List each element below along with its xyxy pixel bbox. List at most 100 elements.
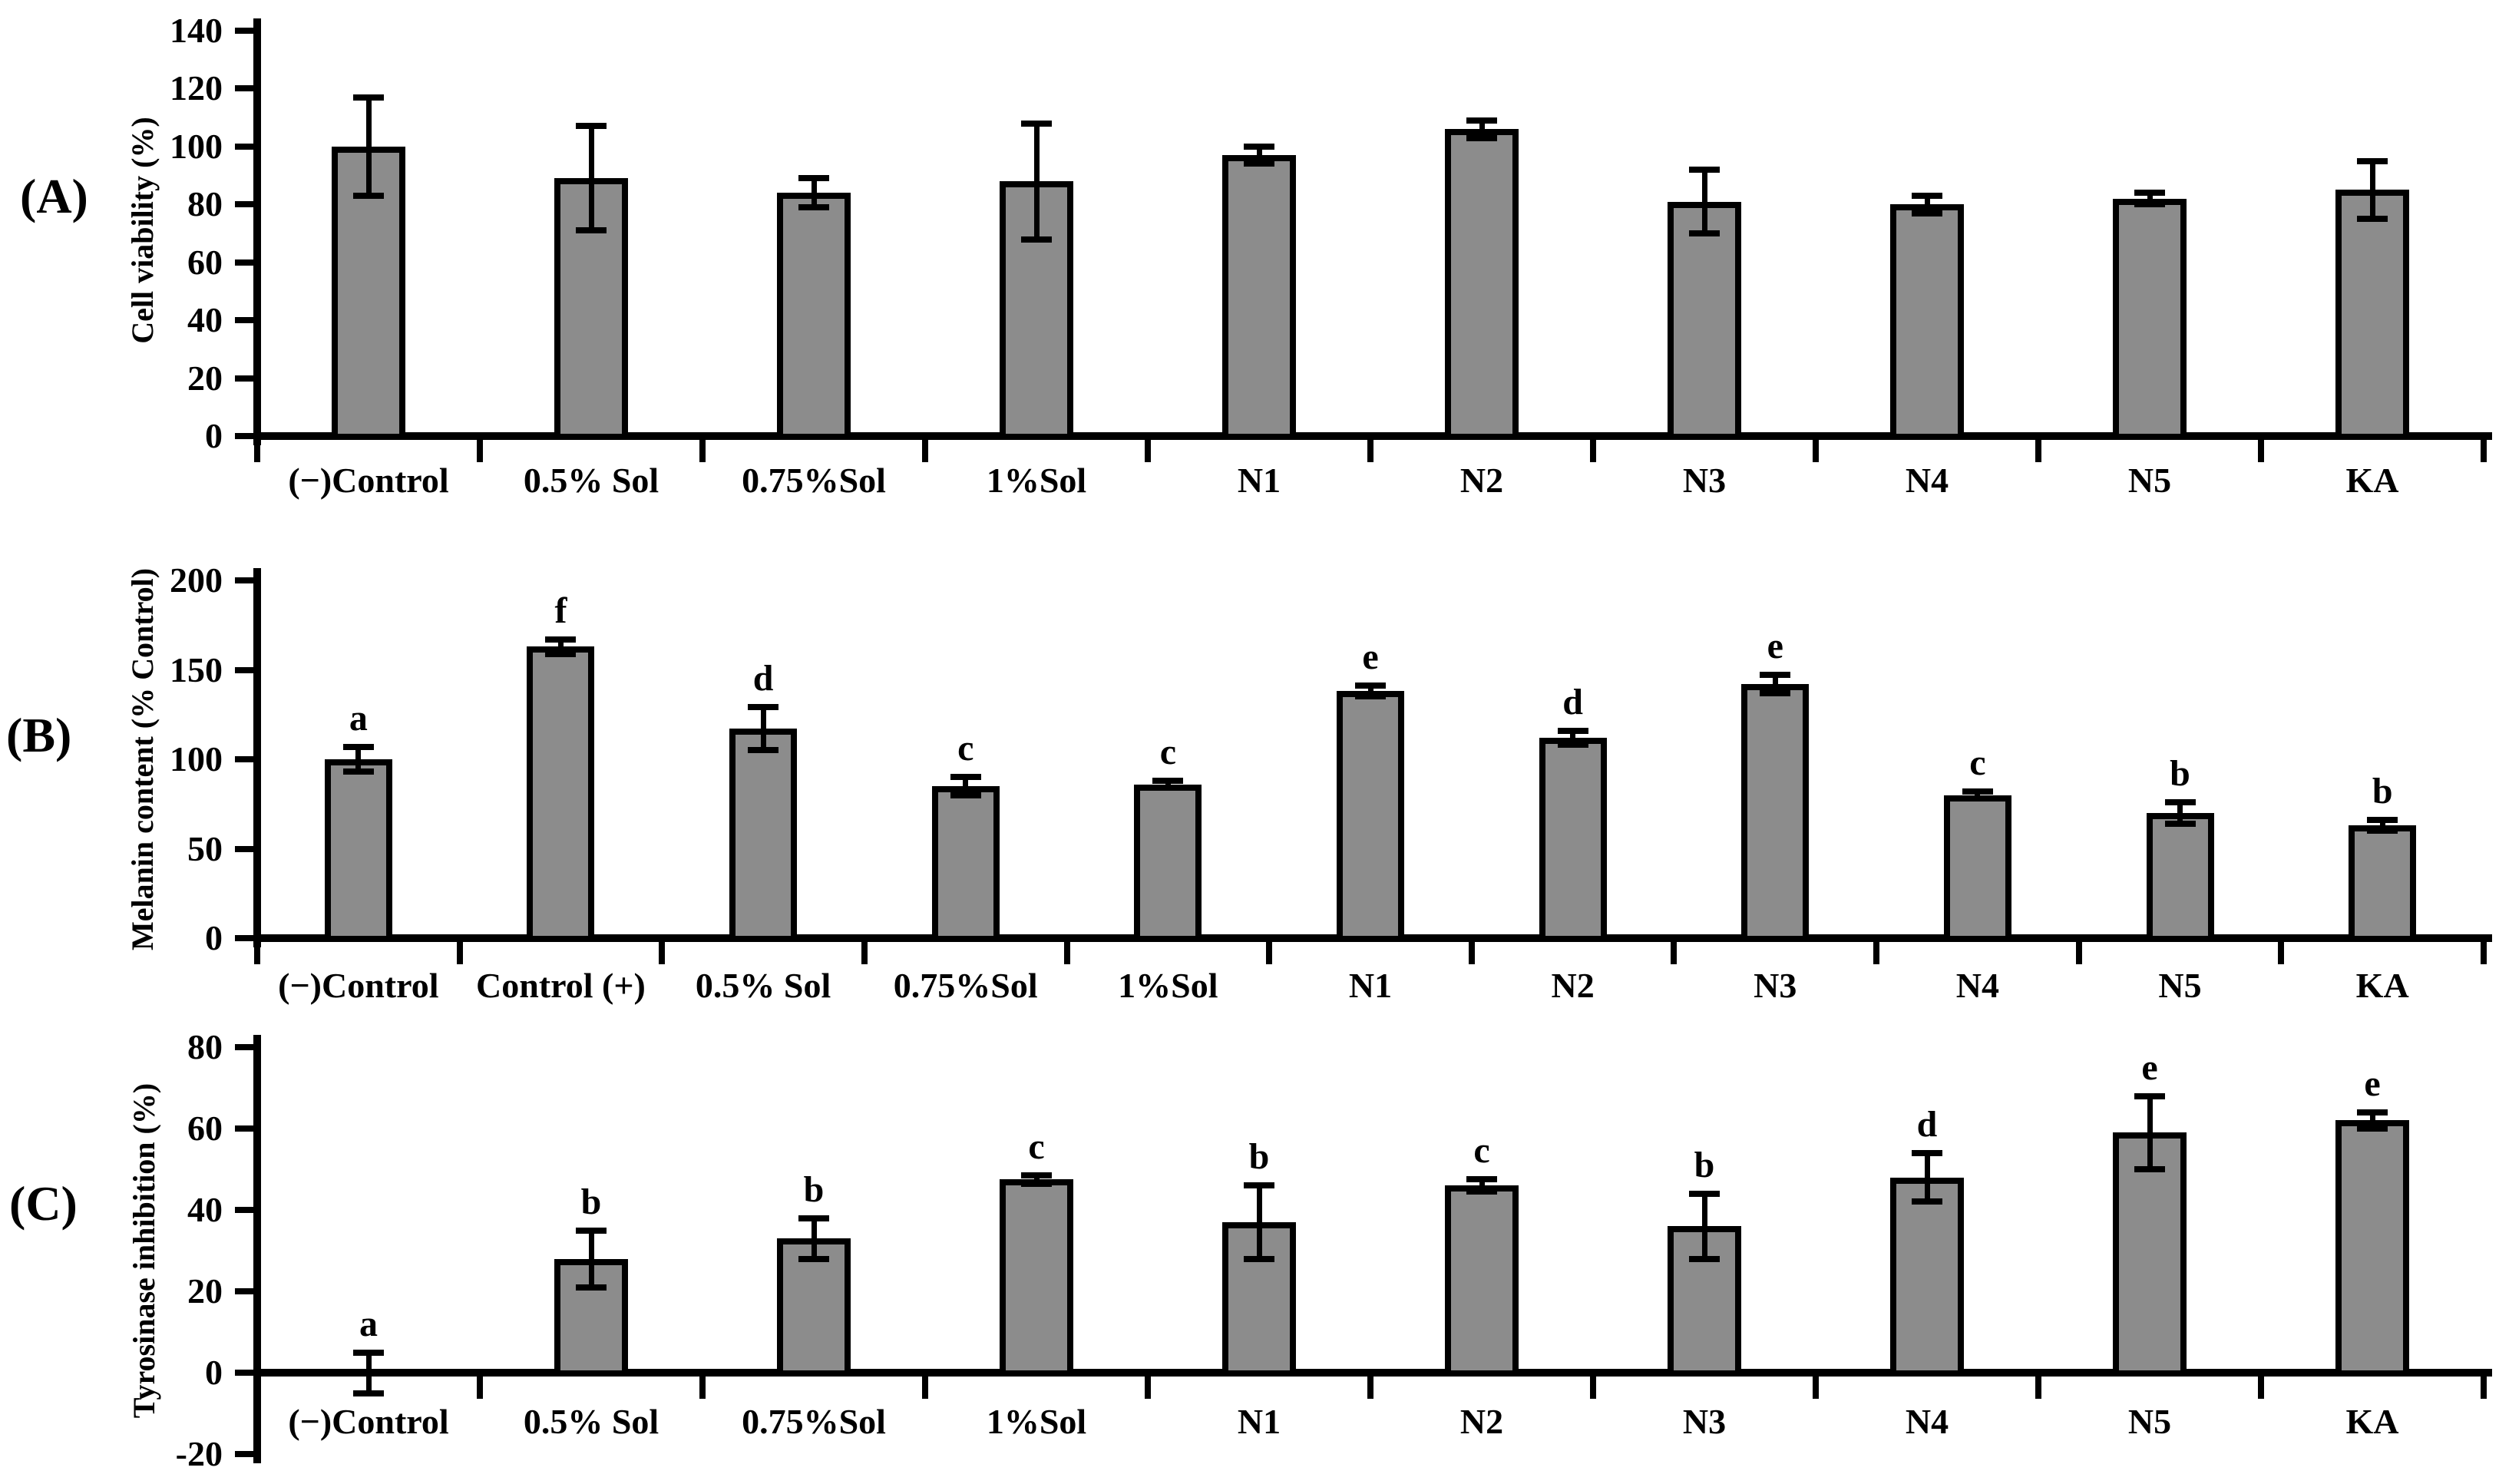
panel-C-y-tick-label: 60 — [187, 1109, 223, 1148]
panel-B-error-cap-bottom — [2164, 820, 2196, 827]
panel-C-error-bar — [365, 1352, 372, 1393]
panel-B-bar-8 — [1741, 684, 1810, 942]
panel-B-bar-9 — [1943, 795, 2011, 942]
panel-B-error-bar — [963, 777, 969, 795]
panel-C-y-tick-label: -20 — [175, 1434, 223, 1473]
panel-C-y-tick-label: 80 — [187, 1027, 223, 1066]
panel-A-y-tick — [235, 375, 253, 382]
panel-C-bar-10 — [2335, 1120, 2409, 1377]
panel-B-significance-letter: e — [1767, 626, 1783, 667]
panel-A-y-tick — [235, 85, 253, 92]
panel-C-category-label: 1%Sol — [986, 1402, 1087, 1441]
panel-B-x-tick — [2075, 938, 2082, 964]
panel-B-y-tick — [235, 577, 253, 583]
panel-B-error-bar — [1772, 675, 1778, 693]
panel-C-error-cap-top — [1244, 1182, 1274, 1189]
panel-B-error-bar — [1367, 686, 1373, 697]
panel-A-x-tick — [1145, 436, 1151, 462]
panel-B-error-cap-top — [748, 704, 779, 711]
panel-B-category-label: 0.75%Sol — [893, 966, 1038, 1005]
panel-B-y-axis — [253, 568, 261, 947]
panel-B-error-cap-top — [1962, 788, 1993, 795]
panel-A-error-bar — [2147, 193, 2153, 205]
panel-A-category-label: 0.5% Sol — [523, 461, 659, 500]
panel-A-category-label: 1%Sol — [986, 461, 1087, 500]
panel-C-error-cap-top — [353, 1349, 384, 1356]
panel-B-error-cap-bottom — [1760, 689, 1791, 696]
panel-B-bar-11 — [2349, 825, 2417, 942]
panel-B-category-label: 0.5% Sol — [695, 966, 831, 1005]
panel-A-error-cap-top — [1021, 120, 1052, 127]
panel-A-y-tick-label: 100 — [170, 126, 223, 166]
panel-B-y-tick — [235, 935, 253, 941]
panel-A-error-cap-bottom — [1689, 230, 1720, 236]
panel-A-category-label: KA — [2345, 461, 2399, 500]
panel-B-category-label: N1 — [1348, 966, 1393, 1005]
panel-C-error-bar — [2369, 1112, 2375, 1129]
panel-A-y-tick — [235, 433, 253, 439]
panel-B-category-label: Control (+) — [476, 966, 646, 1005]
panel-C-x-tick — [1145, 1373, 1151, 1399]
panel-C-x-tick — [254, 1373, 260, 1399]
panel-B-significance-letter: b — [2372, 771, 2393, 812]
panel-A-error-cap-bottom — [2357, 216, 2388, 223]
panel-A-error-cap-bottom — [2134, 201, 2165, 208]
panel-C-significance-letter: b — [1248, 1136, 1270, 1178]
panel-B-y-tick-label: 0 — [205, 918, 223, 957]
panel-C-significance-letter: e — [2141, 1046, 2158, 1088]
panel-B-x-tick — [2481, 938, 2487, 964]
panel-C-category-label: (−)Control — [288, 1402, 449, 1441]
panel-B-x-tick — [1266, 938, 1273, 964]
panel-C-category-label: 0.5% Sol — [523, 1402, 659, 1441]
panel-B-bar-7 — [1539, 738, 1607, 942]
panel-A-x-tick — [2258, 436, 2264, 462]
panel-A-error-cap-bottom — [1466, 134, 1497, 141]
panel-B-x-tick — [1671, 938, 1678, 964]
panel-C-error-cap-bottom — [1466, 1188, 1497, 1195]
panel-C-error-bar — [2147, 1096, 2153, 1169]
panel-B-category-label: N2 — [1551, 966, 1595, 1005]
panel-B-significance-letter: c — [1159, 731, 1177, 772]
panel-A-error-bar — [811, 178, 817, 208]
panel-A-x-tick — [2035, 436, 2041, 462]
panel-A-letter: (A) — [20, 169, 88, 223]
panel-B-x-tick — [1063, 938, 1070, 964]
panel-A-bar-6 — [1445, 129, 1519, 440]
panel-C-bar-9 — [2113, 1132, 2187, 1377]
panel-C-category-label: N2 — [1459, 1402, 1504, 1441]
panel-A-error-cap-bottom — [1912, 210, 1942, 216]
panel-B-bar-4 — [931, 785, 1000, 942]
panel-C-x-tick — [2258, 1373, 2264, 1399]
panel-B-error-cap-bottom — [1355, 693, 1386, 700]
panel-A-error-cap-top — [353, 94, 384, 101]
panel-B-error-bar — [557, 639, 564, 654]
panel-C-error-cap-bottom — [576, 1284, 607, 1291]
panel-B-bar-10 — [2146, 812, 2214, 942]
panel-A-error-cap-bottom — [353, 192, 384, 199]
panel-A-error-cap-bottom — [1021, 236, 1052, 243]
panel-B-significance-letter: f — [554, 590, 567, 631]
panel-B-error-bar — [2177, 801, 2183, 824]
panel-B-significance-letter: a — [349, 697, 368, 739]
panel-A-x-tick — [477, 436, 483, 462]
panel-B-bar-2 — [527, 646, 595, 942]
panel-C-error-cap-top — [1021, 1172, 1052, 1178]
panel-C-letter: (C) — [9, 1176, 78, 1231]
panel-A-bar-5 — [1222, 155, 1296, 440]
panel-A-error-cap-bottom — [1244, 160, 1274, 167]
panel-C-significance-letter: b — [803, 1168, 825, 1210]
panel-C-error-cap-bottom — [1021, 1180, 1052, 1187]
panel-A-y-tick — [235, 143, 253, 150]
panel-B-error-cap-top — [1355, 683, 1386, 689]
panel-B-error-bar — [1975, 791, 1981, 799]
panel-C-error-bar — [1924, 1152, 1930, 1202]
panel-B-category-label: KA — [2355, 966, 2409, 1005]
panel-A-error-bar — [1256, 146, 1262, 164]
panel-C-category-label: KA — [2345, 1402, 2399, 1441]
panel-B-error-cap-bottom — [342, 768, 374, 775]
panel-B-error-cap-top — [2164, 798, 2196, 805]
panel-C-error-cap-bottom — [1689, 1255, 1720, 1262]
panel-A-error-cap-top — [2134, 190, 2165, 197]
panel-A-error-cap-top — [1912, 192, 1942, 199]
